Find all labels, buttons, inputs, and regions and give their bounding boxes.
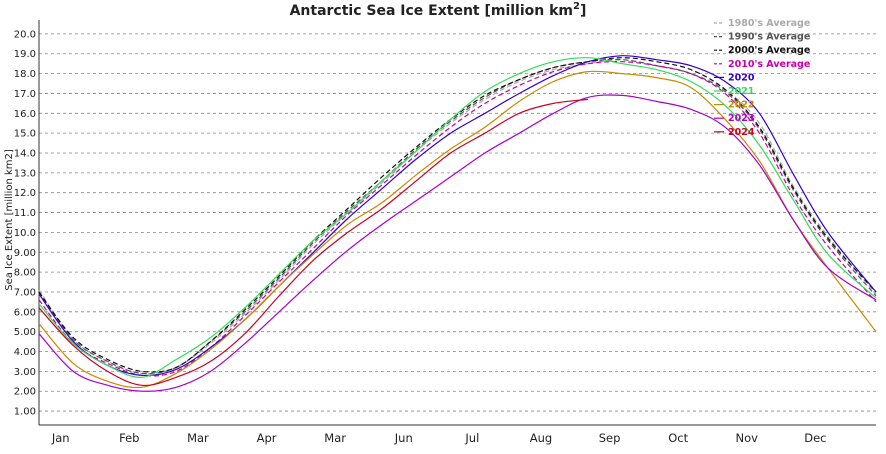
y-tick-label: 17.0 <box>14 89 36 100</box>
series-line-2020 <box>38 55 877 377</box>
legend-entry: 2021 <box>728 86 754 97</box>
y-tick-label: 1.00 <box>14 407 36 418</box>
y-tick-label: 12.0 <box>14 188 36 199</box>
chart-title-main: Antarctic Sea Ice Extent [million km <box>290 3 573 19</box>
x-tick-label: Jun <box>394 431 413 445</box>
x-tick-label: Jan <box>51 431 70 445</box>
legend-entry: 1990's Average <box>728 32 810 43</box>
x-tick-label: Apr <box>257 431 277 445</box>
chart-title-superscript: 2 <box>573 1 580 12</box>
y-tick-label: 8.00 <box>14 268 36 279</box>
legend-entry: 2024 <box>728 127 755 138</box>
y-tick-label: 9.00 <box>14 248 36 259</box>
x-tick-label: Jul <box>464 431 479 445</box>
y-tick-label: 11.0 <box>14 208 36 219</box>
axes <box>38 20 876 426</box>
y-tick-label: 3.00 <box>14 367 36 378</box>
x-tick-label: Feb <box>119 431 139 445</box>
y-tick-label: 14.0 <box>14 149 36 160</box>
x-tick-labels: Jan Feb Mar Apr Mar Jun Jul Aug Sep Oct Nov Dec <box>51 431 827 445</box>
x-tick-label: Sep <box>599 431 621 445</box>
x-tick-label: Nov <box>736 431 759 445</box>
y-tick-label: 6.00 <box>14 307 36 318</box>
legend-entry: 2000's Average <box>728 45 810 56</box>
y-tick-label: 2.00 <box>14 387 36 398</box>
y-tick-label: 10.0 <box>14 228 36 239</box>
y-tick-labels: 1.00 2.00 3.00 4.00 5.00 6.00 7.00 8.00 9.00 10.0… <box>14 29 36 417</box>
x-tick-label: Mar <box>187 431 209 445</box>
x-tick-label: Mar <box>324 431 346 445</box>
legend-entry: 2023 <box>728 113 754 124</box>
y-tick-label: 19.0 <box>14 49 36 60</box>
grid-lines <box>39 33 876 412</box>
x-tick-label: Aug <box>530 431 552 445</box>
chart-title: Antarctic Sea Ice Extent [million km2] <box>290 1 587 19</box>
series-line-2023 <box>38 94 877 392</box>
legend-entry: 1980's Average <box>728 18 810 29</box>
x-tick-label: Oct <box>668 431 688 445</box>
y-tick-label: 20.0 <box>14 29 36 40</box>
y-tick-label: 13.0 <box>14 168 36 179</box>
series-lines <box>38 55 877 392</box>
y-tick-label: 4.00 <box>14 347 36 358</box>
y-tick-label: 5.00 <box>14 327 36 338</box>
y-tick-label: 16.0 <box>14 109 36 120</box>
y-tick-label: 7.00 <box>14 287 36 298</box>
chart-title-end: ] <box>580 3 586 19</box>
legend-entry: 2020 <box>728 72 755 83</box>
series-line-2010-s-average <box>38 61 877 377</box>
legend: 1980's Average 1990's Average 2000's Avera… <box>714 18 810 138</box>
y-axis-label: Sea Ice Extent [million km2] <box>4 149 15 291</box>
y-tick-label: 18.0 <box>14 69 36 80</box>
y-tick-label: 15.0 <box>14 129 36 140</box>
series-line-2021 <box>38 57 877 378</box>
legend-entry: 2022 <box>728 100 754 111</box>
series-line-2022 <box>38 70 877 389</box>
series-line-2024 <box>38 98 588 387</box>
legend-entry: 2010's Average <box>728 59 810 70</box>
x-tick-label: Dec <box>804 431 826 445</box>
